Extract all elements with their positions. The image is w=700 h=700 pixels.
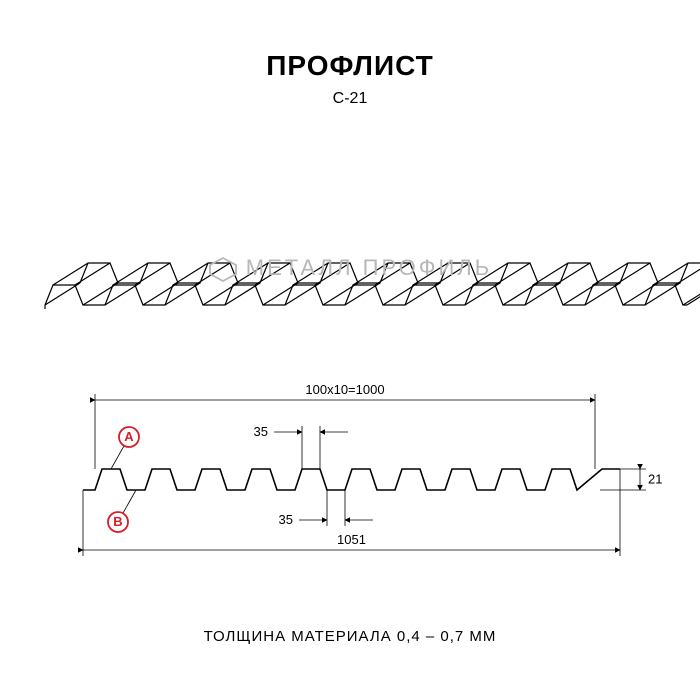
dim-top-flat: 35 — [254, 424, 268, 439]
svg-text:B: B — [113, 514, 122, 529]
page-title: ПРОФЛИСТ — [0, 50, 700, 82]
technical-drawing: 100x10=1000 1051 35 35 21 A B — [0, 360, 700, 580]
dim-height: 21 — [648, 472, 662, 487]
page-subtitle: С-21 — [0, 90, 700, 108]
svg-text:A: A — [124, 429, 134, 444]
dim-overall-width: 1051 — [337, 532, 366, 547]
page: ПРОФЛИСТ С-21 МЕТАЛЛ ПРОФИЛЬ 100x10=1000… — [0, 0, 700, 700]
footer-note: ТОЛЩИНА МАТЕРИАЛА 0,4 – 0,7 ММ — [0, 628, 700, 645]
dim-bottom-flat: 35 — [279, 512, 293, 527]
profile-outline — [83, 469, 620, 490]
dim-top-span: 100x10=1000 — [305, 382, 384, 397]
isometric-view — [0, 140, 700, 340]
